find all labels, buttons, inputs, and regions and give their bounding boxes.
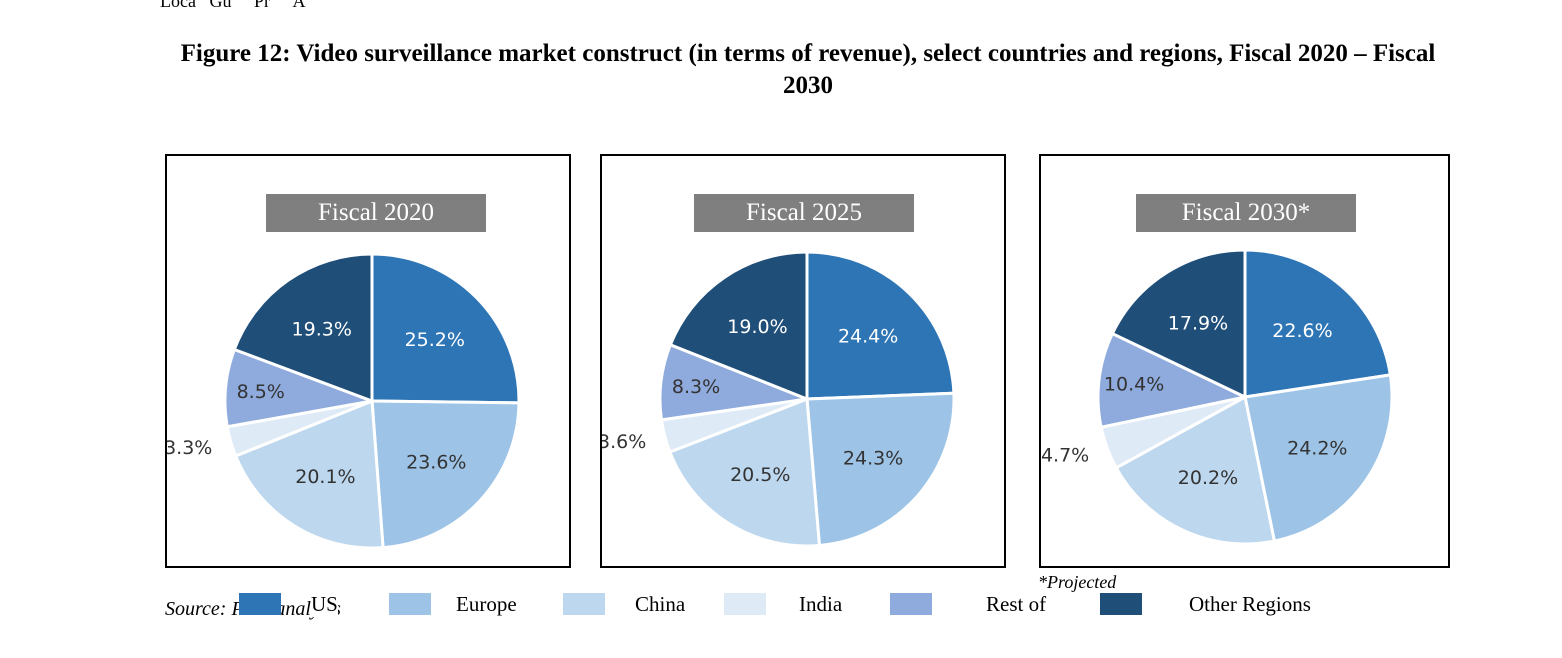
pie-value-label: 24.2% [1287, 437, 1347, 459]
legend-label-europe: Europe [456, 592, 517, 616]
pie-slice-europe [805, 391, 956, 548]
legend-swatch-europe [389, 593, 431, 615]
pie-value-label: 22.6% [1272, 320, 1332, 342]
legend-label-china: China [635, 592, 686, 616]
pie-title: Fiscal 2025 [694, 194, 914, 232]
pie-slice-other-regions [668, 250, 809, 402]
legend-swatch-us [239, 593, 281, 615]
pie-value-label: 8.3% [672, 376, 720, 398]
pie-chart-fiscal-2030: 22.6% 24.2% 20.2% 4.7% 10.4% 17.9% [1041, 248, 1394, 546]
pie-slice-china [1114, 394, 1277, 546]
legend-swatch-other-regions [1100, 593, 1142, 615]
pie-value-label: 23.6% [406, 451, 466, 473]
pie-value-label: 24.4% [838, 325, 898, 347]
legend-label-india: India [799, 592, 843, 616]
pie-value-label: 4.7% [1041, 445, 1089, 467]
pie-value-label: 20.5% [730, 464, 790, 486]
legend-label-other-regions: Other Regions [1189, 592, 1311, 616]
pie-slice-europe [1243, 373, 1394, 543]
pie-chart-fiscal-2020: 25.2% 23.6% 20.1% 3.3% 8.5% 19.3% [167, 252, 521, 550]
pie-slice-china [233, 398, 385, 550]
pie-slice-us [805, 250, 956, 401]
legend-swatch-india [724, 593, 766, 615]
pie-value-label: 3.3% [167, 437, 212, 459]
pie-panel-fiscal-2025: Fiscal 2025 24.4% 24.3% 20.5% 3.6% 8.3% 19.0% [600, 154, 1006, 568]
pie-value-label: 24.3% [843, 447, 903, 469]
legend-label-us: US [311, 592, 338, 617]
pie-value-label: 10.4% [1104, 374, 1164, 396]
pie-value-label: 19.0% [727, 316, 787, 338]
header-fragment: Loca Gu Pr A [160, 0, 319, 11]
figure-title: Figure 12: Video surveillance market con… [180, 40, 1436, 99]
pie-title: Fiscal 2030* [1136, 194, 1356, 232]
legend-swatch-china [563, 593, 605, 615]
pie-chart-fiscal-2025: 24.4% 24.3% 20.5% 3.6% 8.3% 19.0% [602, 250, 956, 548]
pie-value-label: 17.9% [1168, 312, 1228, 334]
pie-value-label: 8.5% [237, 381, 285, 403]
pie-panel-fiscal-2020: Fiscal 2020 25.2% 23.6% 20.1% 3.3% 8.5% 19.3% [165, 154, 571, 568]
pie-value-label: 25.2% [405, 329, 465, 351]
pie-slice-us [370, 252, 521, 405]
pie-value-label: 20.2% [1178, 467, 1238, 489]
pie-panel-fiscal-2030: Fiscal 2030* 22.6% 24.2% 20.2% 4.7% 10.4% 17.… [1039, 154, 1450, 568]
pie-slice-other-regions [232, 252, 374, 404]
pie-slice-europe [370, 399, 521, 550]
pie-value-label: 19.3% [292, 319, 352, 341]
pie-slice-us [1243, 248, 1393, 399]
projected-note: *Projected [1038, 572, 1117, 592]
pie-value-label: 20.1% [295, 466, 355, 488]
pie-value-label: 3.6% [602, 431, 646, 453]
pie-slice-china [667, 396, 822, 548]
pie-title: Fiscal 2020 [266, 194, 486, 232]
pie-slice-other-regions [1110, 248, 1247, 400]
pie-slice-rest-of [1096, 331, 1250, 430]
legend-label-rest-of: Rest of [986, 592, 1047, 616]
legend-swatch-rest-of [890, 593, 932, 615]
